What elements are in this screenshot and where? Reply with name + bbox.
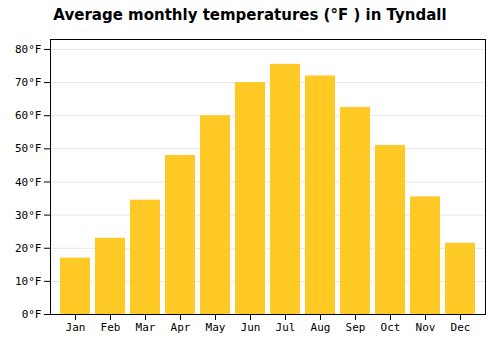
svg-text:30°F: 30°F (15, 209, 42, 222)
html-text:Average monthly temperatures (: Average monthly temperatures (°F ) in Ty… (53, 6, 447, 24)
svg-text:Jan: Jan (66, 321, 86, 334)
svg-text:Jul: Jul (276, 321, 296, 334)
svg-text:40°F: 40°F (15, 175, 42, 188)
svg-text:80°F: 80°F (15, 43, 42, 56)
svg-text:Nov: Nov (416, 321, 436, 334)
svg-text:Jun: Jun (241, 321, 261, 334)
svg-text:Oct: Oct (381, 321, 401, 334)
svg-text:Apr: Apr (171, 321, 191, 334)
svg-text:Aug: Aug (311, 321, 331, 334)
svg-text:20°F: 20°F (15, 242, 42, 255)
svg-text:10°F: 10°F (15, 275, 42, 288)
svg-text:Dec: Dec (451, 321, 471, 334)
svg-text:60°F: 60°F (15, 109, 42, 122)
svg-text:May: May (206, 321, 226, 334)
svg-text:70°F: 70°F (15, 76, 42, 89)
svg-text:0°F: 0°F (22, 308, 42, 321)
svg-text:Sep: Sep (346, 321, 366, 334)
svg-text:Mar: Mar (136, 321, 156, 334)
svg-text:Feb: Feb (101, 321, 121, 334)
svg-text:50°F: 50°F (15, 142, 42, 155)
